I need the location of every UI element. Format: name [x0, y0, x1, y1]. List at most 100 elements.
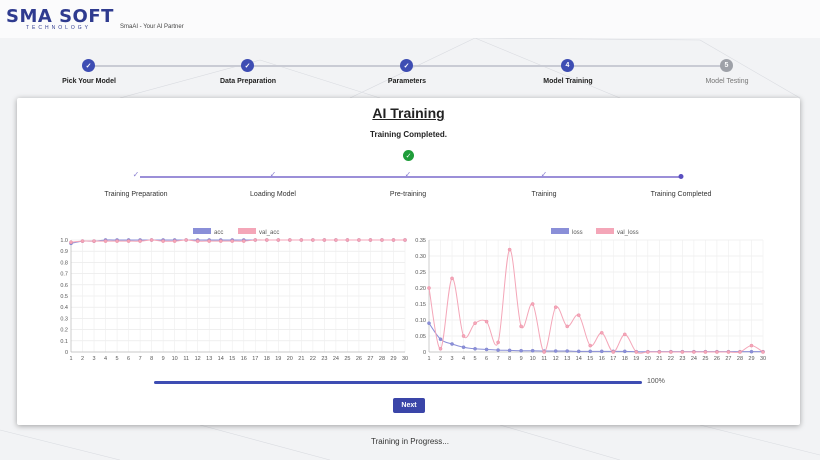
data-point-val_loss[interactable] [680, 350, 685, 354]
data-point-val_acc[interactable] [380, 238, 384, 242]
data-point-val_loss[interactable] [565, 324, 570, 329]
data-point-val_loss[interactable] [496, 340, 500, 345]
y-tick-label: 0.05 [415, 334, 426, 340]
data-point-val_loss[interactable] [669, 350, 673, 354]
data-point-val_acc[interactable] [92, 239, 96, 243]
data-point-val_acc[interactable] [253, 238, 258, 242]
data-point-val_loss[interactable] [749, 343, 754, 348]
data-point-val_acc[interactable] [172, 239, 177, 243]
data-point-val_acc[interactable] [161, 239, 165, 243]
data-point-loss[interactable] [530, 348, 535, 353]
data-point-val_loss[interactable] [427, 286, 431, 290]
data-point-val_acc[interactable] [345, 238, 350, 242]
wizard-step-4-number[interactable]: 4 [561, 59, 574, 72]
data-point-loss[interactable] [427, 321, 431, 325]
data-point-val_loss[interactable] [622, 332, 627, 337]
data-point-val_loss[interactable] [519, 324, 523, 329]
data-point-loss[interactable] [461, 345, 466, 349]
data-point-val_loss[interactable] [599, 331, 604, 335]
wizard-step-2-check-icon[interactable]: ✓ [241, 59, 254, 72]
data-point-val_loss[interactable] [530, 302, 535, 306]
data-point-loss[interactable] [749, 349, 754, 354]
legend-swatch-acc[interactable] [193, 228, 211, 234]
data-point-val_loss[interactable] [461, 334, 466, 338]
data-point-val_acc[interactable] [357, 238, 361, 242]
data-point-loss[interactable] [588, 349, 593, 354]
data-point-val_loss[interactable] [738, 350, 742, 354]
data-point-val_acc[interactable] [115, 239, 119, 243]
data-point-val_acc[interactable] [311, 238, 315, 242]
data-point-val_loss[interactable] [761, 350, 765, 354]
data-point-loss[interactable] [450, 342, 454, 346]
data-point-loss[interactable] [565, 349, 570, 353]
legend-label-val_loss[interactable]: val_loss [617, 230, 639, 236]
data-point-loss[interactable] [438, 337, 443, 341]
wizard-step-1-label[interactable]: Pick Your Model [62, 78, 116, 85]
data-point-val_loss[interactable] [692, 350, 696, 354]
wizard-step-2-label[interactable]: Data Preparation [219, 78, 277, 85]
wizard-step-4-label[interactable]: Model Training [543, 78, 593, 85]
data-point-val_loss[interactable] [634, 350, 639, 354]
data-point-loss[interactable] [496, 348, 500, 352]
data-point-val_loss[interactable] [726, 350, 731, 354]
wizard-step-3-label[interactable]: Parameters [387, 78, 427, 85]
data-point-val_loss[interactable] [576, 313, 581, 317]
next-button[interactable]: Next [393, 398, 425, 413]
data-point-val_acc[interactable] [264, 238, 269, 242]
legend-swatch-loss[interactable] [551, 228, 569, 234]
data-point-val_loss[interactable] [611, 350, 616, 354]
data-point-val_acc[interactable] [195, 239, 200, 243]
legend-label-acc[interactable]: acc [214, 230, 223, 236]
data-point-val_acc[interactable] [80, 239, 85, 243]
data-point-val_loss[interactable] [438, 347, 443, 351]
data-point-val_acc[interactable] [230, 239, 235, 243]
data-point-val_acc[interactable] [403, 238, 407, 242]
data-point-loss[interactable] [507, 348, 512, 353]
legend-label-loss[interactable]: loss [572, 230, 583, 236]
legend-swatch-val_acc[interactable] [238, 228, 256, 234]
data-point-val_acc[interactable] [241, 239, 246, 243]
data-point-loss[interactable] [553, 349, 558, 353]
data-point-val_acc[interactable] [103, 239, 108, 243]
x-tick-label: 20 [645, 356, 651, 362]
data-point-val_loss[interactable] [553, 305, 558, 309]
wizard-step-5-number[interactable]: 5 [720, 59, 733, 72]
data-point-val_acc[interactable] [207, 239, 212, 243]
data-point-loss[interactable] [622, 349, 627, 354]
data-point-val_loss[interactable] [715, 350, 719, 354]
data-point-val_loss[interactable] [450, 276, 454, 281]
data-point-val_acc[interactable] [218, 239, 223, 243]
wizard-step-3-check-icon[interactable]: ✓ [400, 59, 413, 72]
data-point-val_acc[interactable] [149, 238, 154, 242]
data-point-loss[interactable] [576, 349, 581, 354]
data-point-val_loss[interactable] [646, 350, 650, 354]
data-point-val_acc[interactable] [138, 239, 142, 243]
data-point-val_loss[interactable] [703, 350, 708, 354]
data-point-val_acc[interactable] [299, 238, 304, 242]
data-point-val_acc[interactable] [288, 238, 292, 242]
data-point-loss[interactable] [599, 349, 604, 354]
legend-swatch-val_loss[interactable] [596, 228, 614, 234]
data-point-val_acc[interactable] [184, 238, 188, 242]
legend-label-val_acc[interactable]: val_acc [259, 230, 279, 236]
data-point-val_acc[interactable] [391, 238, 396, 242]
x-tick-label: 8 [508, 356, 511, 362]
data-point-val_acc[interactable] [322, 238, 327, 242]
wizard-step-5-label[interactable]: Model Testing [705, 78, 749, 85]
data-point-val_loss[interactable] [588, 343, 593, 348]
data-point-val_acc[interactable] [276, 238, 281, 242]
data-point-val_acc[interactable] [334, 238, 338, 242]
data-point-val_acc[interactable] [69, 240, 73, 245]
data-point-val_loss[interactable] [657, 350, 662, 354]
data-point-loss[interactable] [473, 347, 477, 351]
wizard-step-1-check-icon[interactable]: ✓ [82, 59, 95, 72]
data-point-val_acc[interactable] [126, 239, 131, 243]
data-point-val_loss[interactable] [542, 350, 546, 354]
stage-4-check-icon: ✓ [540, 170, 548, 179]
data-point-loss[interactable] [519, 348, 523, 353]
data-point-val_loss[interactable] [484, 319, 489, 324]
data-point-val_loss[interactable] [507, 247, 512, 252]
data-point-val_loss[interactable] [473, 321, 477, 325]
data-point-loss[interactable] [484, 347, 489, 352]
data-point-val_acc[interactable] [368, 238, 373, 242]
